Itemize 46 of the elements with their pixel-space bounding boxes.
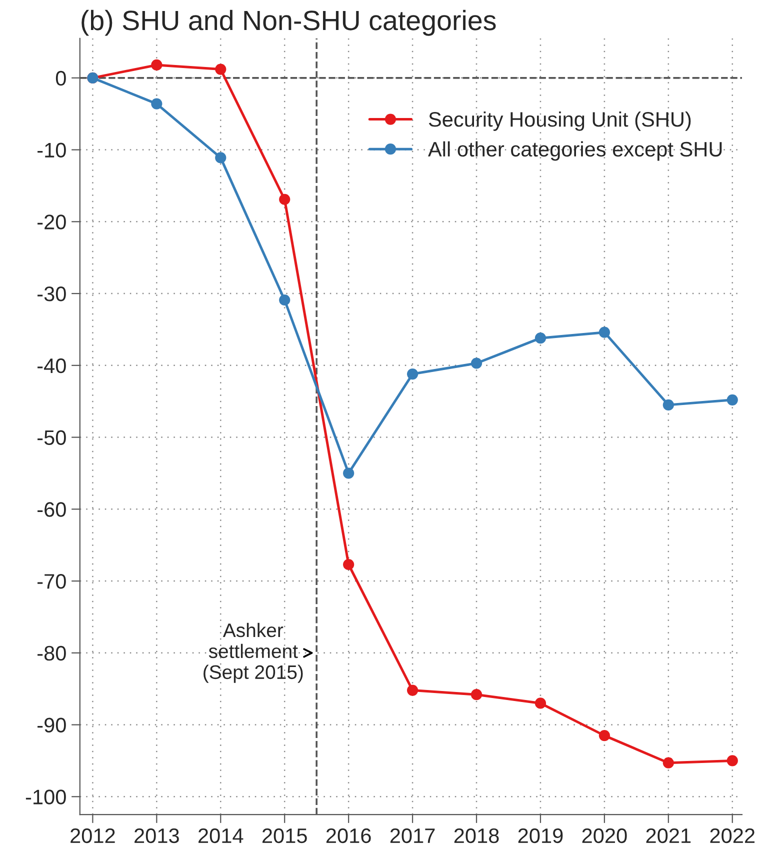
point: [279, 194, 290, 205]
point: [726, 755, 738, 766]
point: [215, 64, 226, 75]
legend-label: All other categories except SHU: [428, 141, 722, 161]
x-tick-label: 2021: [646, 828, 691, 844]
y-tick-label: -100: [26, 790, 66, 804]
point: [598, 730, 610, 742]
x-tick-label: 2015: [262, 828, 307, 844]
point: [534, 698, 546, 709]
x-tick-label: 2016: [326, 828, 371, 844]
x-tick-label: 2012: [70, 828, 115, 844]
x-tick-label: 2017: [390, 828, 435, 844]
x-tick-label: 2013: [134, 828, 179, 844]
y-tick-label: -30: [38, 286, 66, 302]
y-tick-label: -80: [38, 646, 66, 661]
point: [215, 152, 226, 164]
point: [726, 394, 738, 406]
y-tick-label: -20: [38, 214, 66, 230]
y-tick-label: -50: [38, 430, 66, 446]
point: [151, 59, 162, 71]
x-tick-label: 2018: [454, 828, 499, 844]
point: [406, 684, 418, 696]
x-tick-label: 2019: [518, 828, 563, 844]
point: [151, 98, 162, 110]
y-tick-label: -90: [38, 718, 66, 733]
point: [470, 358, 482, 369]
point: [534, 332, 546, 344]
point: [598, 326, 610, 338]
y-tick-label: 0: [56, 70, 66, 86]
annotation: Ashker settlement (Sept 2015): [204, 622, 303, 683]
y-tick-label: -40: [38, 358, 66, 374]
y-tick-label: -70: [38, 574, 66, 589]
point: [343, 558, 354, 570]
point: [343, 468, 354, 479]
y-tick-label: -60: [38, 502, 66, 517]
y-tick-label: -10: [38, 142, 66, 158]
point: [662, 757, 674, 768]
point: [662, 399, 674, 410]
x-tick-label: 2014: [198, 828, 244, 844]
point: [279, 294, 290, 306]
x-tick-label: 2022: [710, 828, 755, 844]
x-tick-label: 2020: [582, 828, 627, 844]
legend-label: Security Housing Unit (SHU): [428, 111, 691, 131]
chart-title: (b) SHU and Non-SHU categories: [82, 10, 496, 36]
point: [470, 689, 482, 700]
point: [406, 368, 418, 380]
